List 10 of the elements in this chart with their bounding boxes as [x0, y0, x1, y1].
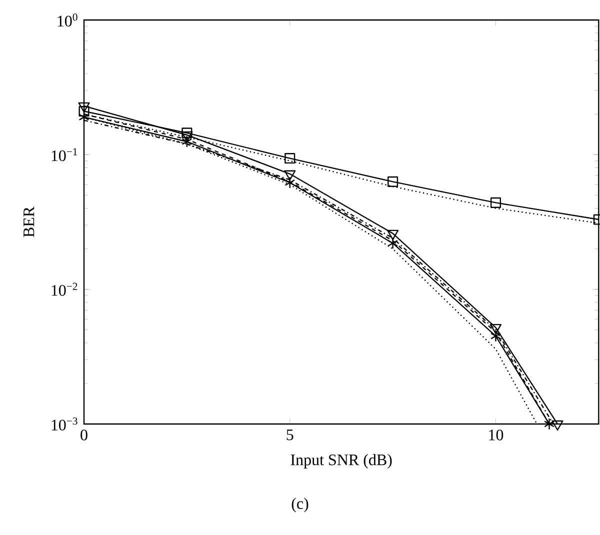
y-tick-label: 10$^{−3}$ [52, 417, 78, 430]
x-tick-label: 0 [80, 430, 88, 440]
y-axis-title: BER [24, 206, 34, 238]
x-tick-label: 10 [489, 430, 504, 440]
text: (c) [292, 498, 308, 512]
x-tick-label: 5 [286, 430, 294, 440]
y-tick-label: 10$^{0}$ [58, 13, 78, 27]
y-tick-label: 10$^{−1}$ [52, 148, 78, 162]
x-axis-title: Input SNR (dB) [290, 454, 392, 468]
y-tick-label: 10$^{−2}$ [52, 282, 78, 296]
